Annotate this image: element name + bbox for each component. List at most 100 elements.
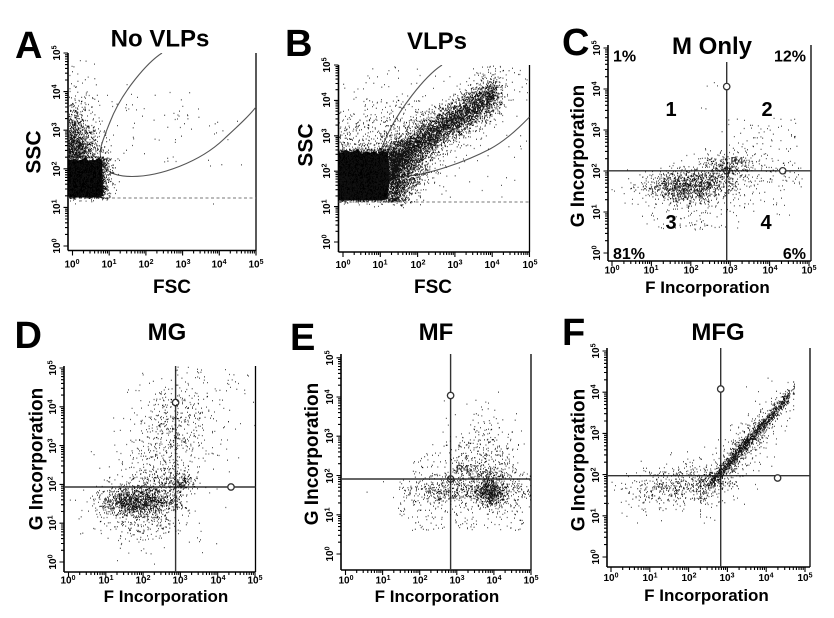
svg-text:105: 105 <box>801 265 816 277</box>
svg-text:100: 100 <box>592 245 604 260</box>
svg-text:1%: 1% <box>613 49 636 66</box>
svg-text:105: 105 <box>48 360 60 375</box>
svg-text:E: E <box>290 317 315 359</box>
svg-text:SSC: SSC <box>23 130 46 173</box>
svg-text:101: 101 <box>591 508 603 523</box>
svg-text:100: 100 <box>60 575 75 587</box>
svg-text:104: 104 <box>486 575 501 587</box>
svg-text:F: F <box>562 312 585 354</box>
svg-text:M Only: M Only <box>672 33 753 60</box>
svg-text:103: 103 <box>591 425 603 440</box>
svg-text:F Incorporation: F Incorporation <box>644 586 769 605</box>
svg-text:104: 104 <box>322 92 334 107</box>
svg-text:101: 101 <box>372 260 387 272</box>
svg-text:SSC: SSC <box>295 123 318 166</box>
svg-text:81%: 81% <box>613 246 645 263</box>
svg-text:D: D <box>15 315 42 357</box>
svg-text:103: 103 <box>722 265 737 277</box>
svg-text:102: 102 <box>52 161 64 176</box>
svg-text:MF: MF <box>419 319 454 346</box>
svg-text:100: 100 <box>52 238 64 253</box>
svg-text:102: 102 <box>410 260 425 272</box>
svg-text:No VLPs: No VLPs <box>111 26 210 53</box>
svg-text:103: 103 <box>592 122 604 137</box>
svg-text:102: 102 <box>681 573 696 585</box>
svg-text:101: 101 <box>375 575 390 587</box>
svg-text:F Incorporation: F Incorporation <box>375 587 500 606</box>
svg-text:103: 103 <box>175 259 190 271</box>
svg-text:G Incorporation: G Incorporation <box>27 388 48 531</box>
svg-text:102: 102 <box>48 476 60 491</box>
svg-text:A: A <box>15 25 42 67</box>
svg-text:104: 104 <box>48 399 60 414</box>
svg-text:G Incorporation: G Incorporation <box>568 85 589 228</box>
svg-text:103: 103 <box>447 260 462 272</box>
svg-text:102: 102 <box>325 468 337 483</box>
svg-text:100: 100 <box>322 234 334 249</box>
svg-text:101: 101 <box>48 515 60 530</box>
svg-text:103: 103 <box>325 428 337 443</box>
svg-text:G Incorporation: G Incorporation <box>569 389 590 532</box>
svg-text:F Incorporation: F Incorporation <box>104 587 229 606</box>
svg-text:102: 102 <box>591 467 603 482</box>
svg-text:101: 101 <box>52 199 64 214</box>
svg-text:105: 105 <box>797 573 812 585</box>
svg-text:F Incorporation: F Incorporation <box>645 278 770 297</box>
svg-text:103: 103 <box>719 573 734 585</box>
svg-text:102: 102 <box>135 575 150 587</box>
svg-text:B: B <box>285 23 312 65</box>
svg-text:104: 104 <box>52 84 64 99</box>
svg-text:101: 101 <box>322 199 334 214</box>
svg-text:103: 103 <box>322 128 334 143</box>
svg-text:104: 104 <box>325 389 337 404</box>
svg-text:104: 104 <box>762 265 777 277</box>
svg-text:104: 104 <box>210 575 225 587</box>
svg-text:R4: R4 <box>456 464 469 475</box>
svg-text:100: 100 <box>48 554 60 569</box>
svg-text:103: 103 <box>449 575 464 587</box>
svg-text:101: 101 <box>101 259 116 271</box>
svg-text:105: 105 <box>592 40 604 55</box>
svg-text:C: C <box>562 22 589 64</box>
svg-text:101: 101 <box>592 204 604 219</box>
svg-text:101: 101 <box>98 575 113 587</box>
svg-text:100: 100 <box>603 573 618 585</box>
svg-text:100: 100 <box>325 546 337 561</box>
svg-text:103: 103 <box>52 122 64 137</box>
svg-text:3: 3 <box>665 212 676 234</box>
svg-text:103: 103 <box>48 438 60 453</box>
svg-text:104: 104 <box>592 81 604 96</box>
svg-text:4: 4 <box>760 212 772 234</box>
svg-text:105: 105 <box>247 575 262 587</box>
svg-text:102: 102 <box>322 163 334 178</box>
svg-text:FSC: FSC <box>153 277 191 298</box>
svg-text:100: 100 <box>604 265 619 277</box>
svg-text:103: 103 <box>172 575 187 587</box>
svg-text:100: 100 <box>338 575 353 587</box>
svg-text:104: 104 <box>591 384 603 399</box>
svg-text:1: 1 <box>665 99 676 121</box>
svg-text:105: 105 <box>523 575 538 587</box>
svg-text:FSC: FSC <box>414 277 452 298</box>
svg-text:105: 105 <box>591 343 603 358</box>
svg-text:MG: MG <box>148 319 187 346</box>
svg-text:104: 104 <box>484 260 499 272</box>
svg-text:2: 2 <box>761 99 772 121</box>
svg-text:12%: 12% <box>774 49 806 66</box>
svg-text:100: 100 <box>64 259 79 271</box>
svg-text:R4: R4 <box>731 156 744 167</box>
svg-text:MFG: MFG <box>691 319 744 346</box>
svg-text:102: 102 <box>683 265 698 277</box>
svg-text:100: 100 <box>591 549 603 564</box>
svg-text:101: 101 <box>643 265 658 277</box>
svg-text:105: 105 <box>522 260 537 272</box>
svg-text:100: 100 <box>335 260 350 272</box>
svg-text:VLPs: VLPs <box>407 28 467 55</box>
svg-text:102: 102 <box>412 575 427 587</box>
svg-text:105: 105 <box>248 259 263 271</box>
svg-text:102: 102 <box>592 163 604 178</box>
svg-text:G Incorporation: G Incorporation <box>302 383 323 526</box>
svg-text:105: 105 <box>325 350 337 365</box>
svg-text:104: 104 <box>758 573 773 585</box>
svg-text:105: 105 <box>322 57 334 72</box>
